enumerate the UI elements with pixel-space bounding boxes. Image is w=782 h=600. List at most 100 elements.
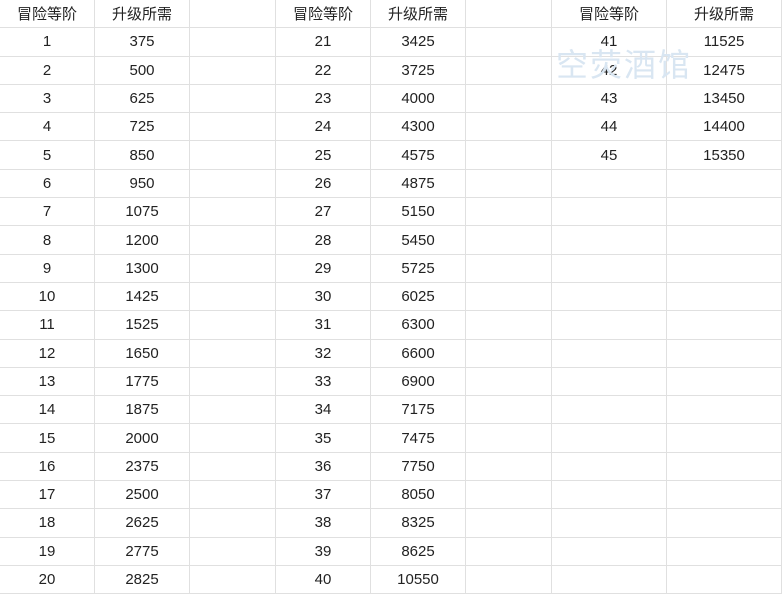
gap-cell [190,481,276,508]
cell-level [552,198,667,225]
cell-exp: 1525 [95,311,190,338]
table-row: 6950 [0,170,190,198]
gap-cell [190,57,276,84]
cell-level [552,453,667,480]
header-level: 冒险等阶 [552,0,667,27]
gap-cell [190,0,276,27]
cell-exp [667,453,782,480]
gap-cell [190,396,276,423]
cell-level [552,481,667,508]
table-row: 4212475 [466,57,782,85]
cell-exp [667,255,782,282]
cell-exp: 1300 [95,255,190,282]
cell-exp: 4575 [371,141,466,168]
gap-cell [190,28,276,55]
cell-level: 1 [0,28,95,55]
cell-exp [667,566,782,593]
table-row [466,340,782,368]
table-row: 4414400 [466,113,782,141]
table-row: 4010550 [190,566,466,594]
table-block-2: 冒险等阶升级所需21342522372523400024430025457526… [190,0,466,594]
gap-cell [466,340,552,367]
cell-level: 35 [276,424,371,451]
gap-cell [190,509,276,536]
table-row [466,311,782,339]
cell-exp [667,198,782,225]
cell-level: 23 [276,85,371,112]
cell-level: 3 [0,85,95,112]
cell-level: 30 [276,283,371,310]
cell-exp: 8325 [371,509,466,536]
table-row: 101425 [0,283,190,311]
table-row [466,368,782,396]
cell-exp [667,340,782,367]
cell-exp [667,226,782,253]
gap-cell [466,141,552,168]
cell-level [552,311,667,338]
gap-cell [466,368,552,395]
cell-exp: 1650 [95,340,190,367]
table-row: 162375 [0,453,190,481]
cell-exp: 500 [95,57,190,84]
table-row: 213425 [190,28,466,56]
gap-cell [466,453,552,480]
cell-level: 42 [552,57,667,84]
gap-cell [466,170,552,197]
cell-level: 26 [276,170,371,197]
cell-level: 33 [276,368,371,395]
cell-level: 10 [0,283,95,310]
cell-exp: 7475 [371,424,466,451]
cell-level: 24 [276,113,371,140]
gap-cell [466,424,552,451]
gap-cell [466,198,552,225]
cell-exp: 5725 [371,255,466,282]
cell-level: 38 [276,509,371,536]
table-row: 131775 [0,368,190,396]
cell-exp: 11525 [667,28,782,55]
header-exp: 升级所需 [95,0,190,27]
cell-level: 41 [552,28,667,55]
gap-cell [466,85,552,112]
cell-level: 12 [0,340,95,367]
cell-exp: 2625 [95,509,190,536]
cell-exp: 15350 [667,141,782,168]
gap-cell [190,538,276,565]
cell-exp: 6600 [371,340,466,367]
cell-exp: 625 [95,85,190,112]
cell-exp [667,396,782,423]
table-row: 367750 [190,453,466,481]
table-row: 223725 [190,57,466,85]
cell-exp: 6300 [371,311,466,338]
gap-cell [190,141,276,168]
cell-level [552,368,667,395]
table-row: 264875 [190,170,466,198]
table-header-row: 冒险等阶升级所需 [466,0,782,28]
cell-level: 36 [276,453,371,480]
cell-exp [667,283,782,310]
gap-cell [466,566,552,593]
table-row: 378050 [190,481,466,509]
table-row: 295725 [190,255,466,283]
cell-level [552,538,667,565]
cell-level [552,226,667,253]
cell-exp: 13450 [667,85,782,112]
cell-exp: 12475 [667,57,782,84]
table-row: 141875 [0,396,190,424]
table-row [466,283,782,311]
gap-cell [466,396,552,423]
table-row: 2500 [0,57,190,85]
table-row: 398625 [190,538,466,566]
cell-exp: 6900 [371,368,466,395]
cell-level: 22 [276,57,371,84]
cell-level: 21 [276,28,371,55]
cell-level: 25 [276,141,371,168]
cell-exp: 1775 [95,368,190,395]
cell-level: 29 [276,255,371,282]
gap-cell [466,481,552,508]
cell-exp: 2775 [95,538,190,565]
cell-level [552,340,667,367]
gap-cell [190,453,276,480]
cell-exp [667,481,782,508]
cell-exp [667,368,782,395]
cell-exp: 4300 [371,113,466,140]
